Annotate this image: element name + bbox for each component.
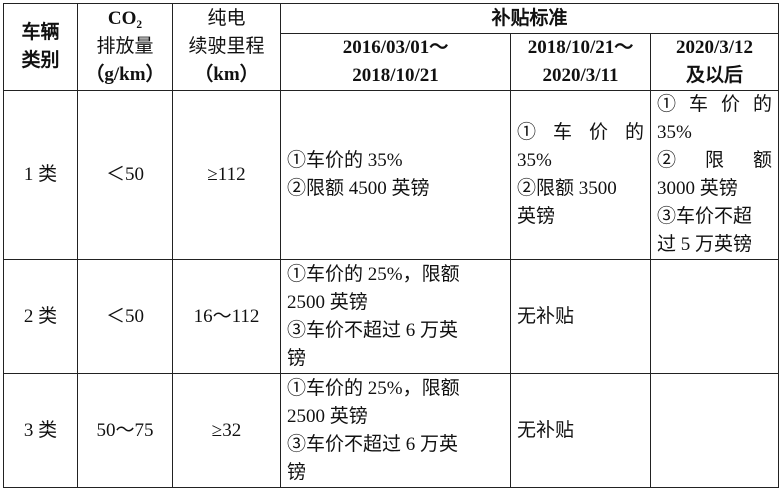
cell-line: 无补贴 (517, 419, 575, 441)
cell-subsidy-p3: ① 车 价 的 35% ② 限 额 3000 英镑 ③车价不超过 5 万英镑 (650, 90, 779, 260)
header-line: 2018/10/21 (352, 65, 439, 86)
header-line: 车辆 (21, 22, 60, 43)
header-line: 2020/3/12 (675, 37, 754, 58)
cell-line: 无补贴 (517, 305, 575, 327)
cell-line: ③车价不超过 6 万英 (287, 319, 459, 341)
cell-line: ③车价不超 (657, 206, 753, 227)
cell-category: 3 类 (3, 373, 78, 488)
header-line: （km） (194, 64, 259, 85)
header-line: 2018/10/21～ (527, 37, 634, 58)
cell-co2: ＜50 (77, 259, 173, 374)
cell-line: 镑 (287, 461, 307, 483)
cell-line: ② 限 额 (657, 150, 772, 171)
cell-line: ②限额 4500 英镑 (287, 178, 430, 199)
cell-subsidy-p1: ①车价的 35% ②限额 4500 英镑 (280, 90, 511, 260)
cell-line: 过 5 万英镑 (657, 234, 753, 255)
cell-range: 16～112 (172, 259, 281, 374)
cell-line: ① 车 价 的 (517, 122, 644, 143)
cell-line: ①车价的 25%，限额 (287, 377, 460, 399)
cell-line: ①车价的 35% (287, 150, 403, 171)
cell-line: 2500 英镑 (287, 405, 368, 427)
header-line: （g/km） (85, 64, 165, 85)
cell-category: 1 类 (3, 90, 78, 260)
cell-line: 3000 英镑 (657, 178, 738, 199)
cell-line: ③车价不超过 6 万英 (287, 433, 459, 455)
cell-line: 2500 英镑 (287, 291, 368, 313)
cell-line: 35% (657, 122, 692, 143)
cell-range: ≥112 (172, 90, 281, 260)
cell-co2: ＜50 (77, 90, 173, 260)
cell-line: 35% (517, 150, 552, 171)
header-period-3: 2020/3/12 及以后 (650, 33, 779, 91)
header-line: 排放量 (96, 36, 154, 57)
cell-line: ②限额 3500 (517, 178, 617, 199)
table-row: 1 类＜50 ≥112 ①车价的 35% ②限额 4500 英镑 ① 车 价 的 35% ②… (3, 90, 779, 260)
header-subsidy: 补贴标准 (280, 3, 779, 34)
cell-subsidy-p1: ①车价的 25%，限额 2500 英镑 ③车价不超过 6 万英镑 (280, 259, 511, 374)
cell-line: 英镑 (517, 206, 556, 227)
header-period-2: 2018/10/21～ 2020/3/11 (510, 33, 651, 91)
cell-line: ①车价的 25%，限额 (287, 263, 460, 285)
cell-subsidy-p2: ① 车 价 的 35% ②限额 3500 英镑 (510, 90, 651, 260)
header-line: 及以后 (685, 65, 743, 86)
header-co2: CO₂ 排放量 （g/km） (77, 3, 173, 91)
header-line: 续驶里程 (188, 36, 265, 57)
header-range: 纯电续驶里程 （km） (172, 3, 281, 91)
header-line: 纯电 (207, 8, 246, 29)
cell-subsidy-p2: 无补贴 (510, 373, 651, 488)
cell-range: ≥32 (172, 373, 281, 488)
header-period-1: 2016/03/01～ 2018/10/21 (280, 33, 511, 91)
header-line: CO₂ (107, 8, 143, 29)
cell-subsidy-p3 (650, 259, 779, 374)
subsidy-table: 车辆类别 CO₂ 排放量 （g/km） 纯电续驶里程 （km） 补贴标准 2016/0… (3, 3, 779, 488)
cell-subsidy-p3 (650, 373, 779, 488)
table-row: 2 类＜50 16～112 ①车价的 25%，限额 2500 英镑 ③车价不超过 6 万… (3, 259, 779, 374)
cell-line: 镑 (287, 347, 307, 369)
cell-subsidy-p2: 无补贴 (510, 259, 651, 374)
cell-category: 2 类 (3, 259, 78, 374)
cell-line: ① 车 价 的 (657, 94, 772, 115)
header-category: 车辆 类别 (3, 3, 78, 91)
table-row: 3 类 50～75 ≥32 ①车价的 25%，限额 2500 英镑 ③车价不超过 6 万英… (3, 373, 779, 488)
header-line: 2016/03/01～ (342, 37, 449, 58)
cell-co2: 50～75 (77, 373, 173, 488)
header-line: 2020/3/11 (542, 65, 619, 86)
header-line: 类别 (21, 50, 60, 71)
cell-subsidy-p1: ①车价的 25%，限额 2500 英镑 ③车价不超过 6 万英镑 (280, 373, 511, 488)
